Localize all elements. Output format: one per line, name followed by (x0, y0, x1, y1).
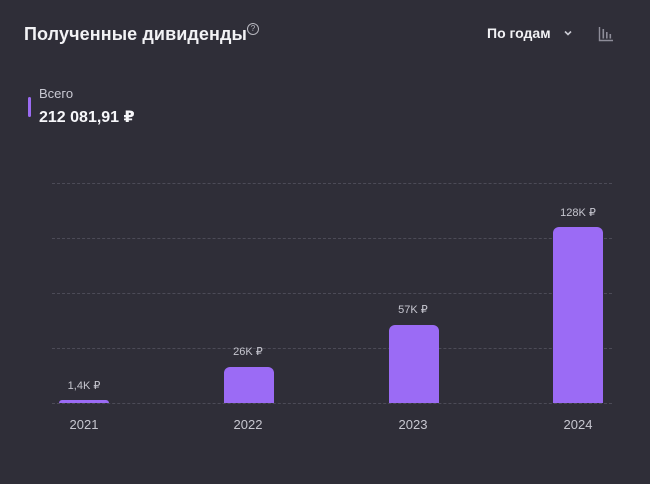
bar-2024[interactable] (553, 227, 603, 403)
period-select[interactable]: По годам (487, 25, 573, 41)
bar-value-label: 128K ₽ (560, 207, 596, 219)
bar-2022[interactable] (224, 367, 274, 403)
bar-value-label: 26K ₽ (233, 346, 263, 358)
x-axis-label: 2022 (233, 417, 263, 432)
bar-2021[interactable] (59, 400, 109, 403)
bar-chart-icon[interactable] (598, 26, 614, 42)
bar-value-label: 1,4K ₽ (67, 380, 101, 392)
total-label: Всего (39, 86, 74, 101)
bar-value-label: 57K ₽ (398, 304, 428, 316)
help-icon[interactable]: ? (247, 23, 259, 35)
total-value: 212 081,91 ₽ (39, 109, 135, 126)
chevron-down-icon (563, 30, 572, 36)
gridline (52, 348, 612, 349)
gridline (52, 183, 612, 184)
x-axis-label: 2024 (563, 417, 593, 432)
legend-accent (28, 97, 31, 117)
x-axis-label: 2021 (69, 417, 99, 432)
page-title: Полученные дивиденды (24, 24, 248, 44)
bar-2023[interactable] (389, 325, 439, 403)
period-select-label: По годам (487, 25, 551, 41)
gridline (52, 238, 612, 239)
gridline (52, 403, 612, 404)
x-axis-label: 2023 (398, 417, 428, 432)
gridline (52, 293, 612, 294)
